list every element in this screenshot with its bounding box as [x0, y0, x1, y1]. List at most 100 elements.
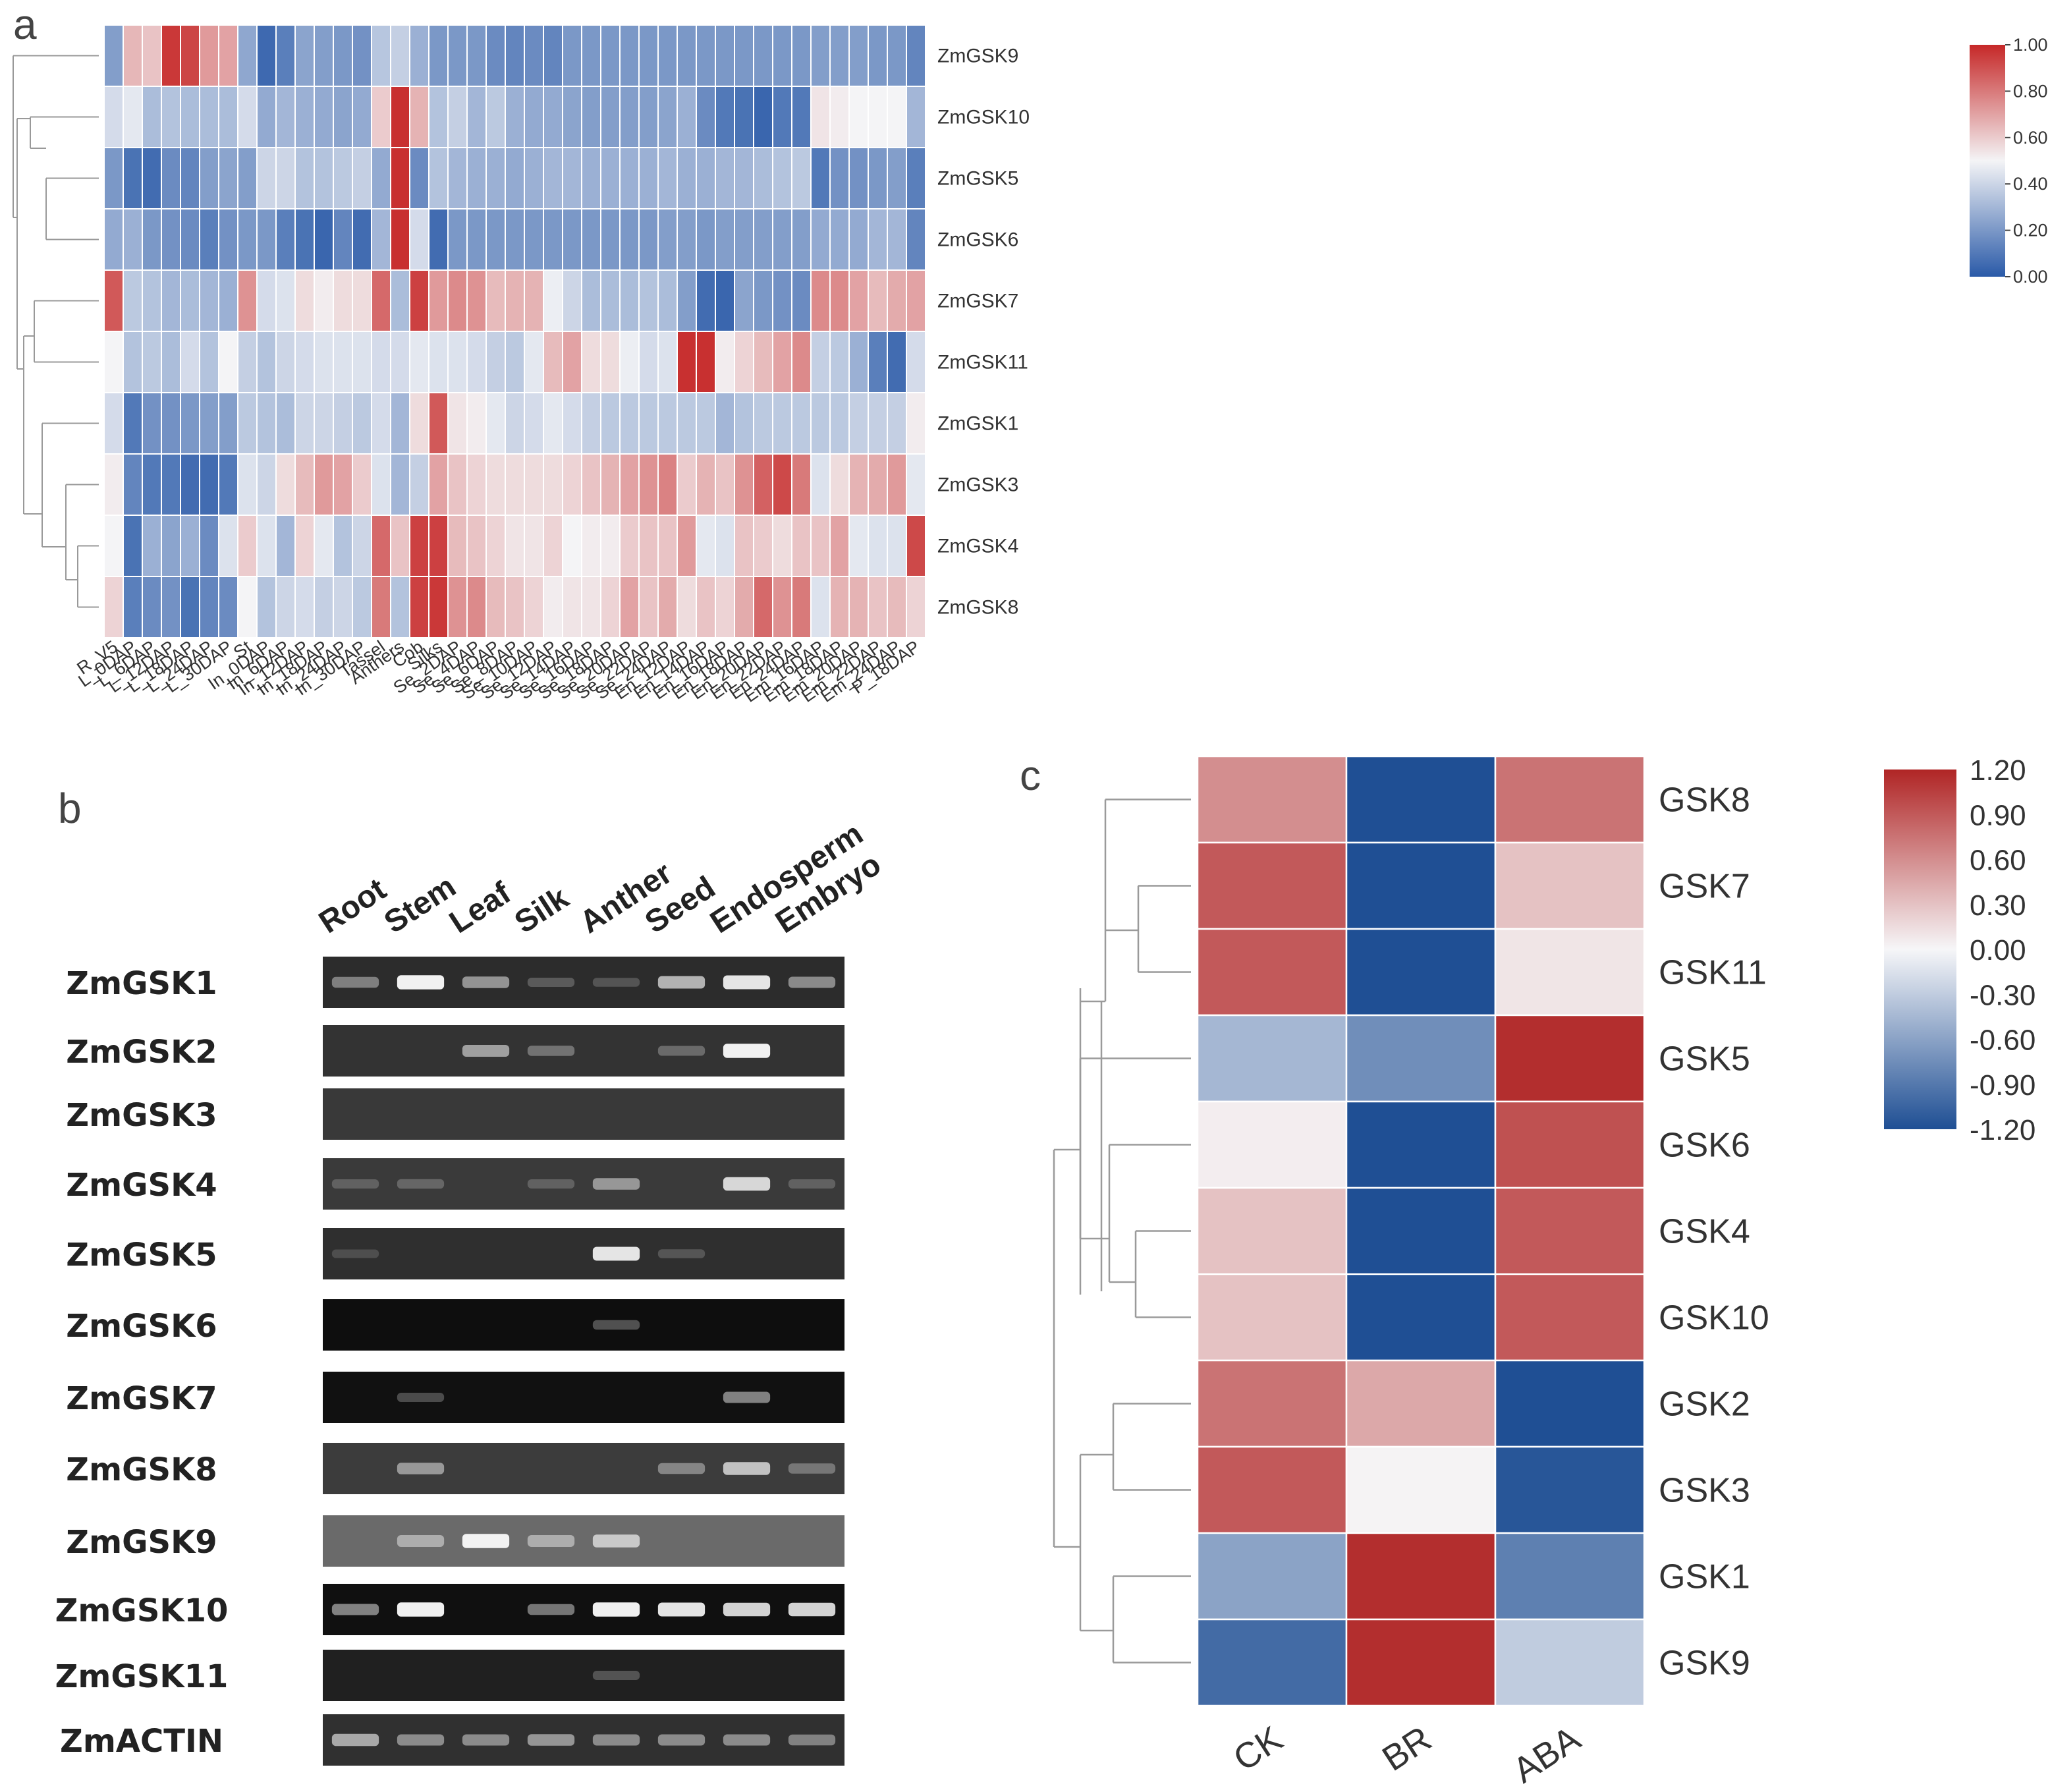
heatmap-a-cell — [524, 208, 544, 271]
heatmap-a-cell — [734, 147, 754, 210]
heatmap-a-cell — [294, 331, 315, 393]
gel-gene-label: ZmGSK8 — [66, 1451, 217, 1488]
heatmap-a-cell — [275, 576, 296, 638]
heatmap-a-cell — [543, 269, 563, 332]
heatmap-a-cell — [657, 515, 678, 577]
heatmap-a-cell — [906, 331, 926, 393]
gel-band — [723, 975, 771, 990]
heatmap-a-cell — [791, 331, 812, 393]
heatmap-a-cell — [218, 392, 238, 455]
heatmap-a-cell — [543, 392, 563, 455]
heatmap-c-cell — [1494, 1618, 1646, 1707]
heatmap-a-cell — [543, 515, 563, 577]
heatmap-a-cell — [619, 24, 640, 87]
heatmap-a-cell — [447, 208, 468, 271]
heatmap-a-cell — [275, 331, 296, 393]
gel-band — [788, 1463, 836, 1474]
heatmap-c-cell — [1196, 1187, 1348, 1275]
gel-band — [788, 1734, 836, 1746]
heatmap-a-cell — [848, 24, 869, 87]
heatmap-a-cell — [581, 392, 601, 455]
heatmap-a-row-label: ZmGSK10 — [937, 107, 1030, 128]
heatmap-a-cell — [810, 392, 831, 455]
colorbar-c-tick-label: -0.60 — [1970, 1024, 2035, 1057]
heatmap-a-cell — [123, 392, 143, 455]
heatmap-a-cell — [218, 269, 238, 332]
heatmap-c-cell — [1196, 1100, 1348, 1189]
heatmap-a-cell — [275, 147, 296, 210]
gel-gene-label: ZmGSK11 — [55, 1658, 229, 1695]
heatmap-a-cell — [314, 147, 334, 210]
heatmap-a-cell — [887, 331, 907, 393]
heatmap-a-cell — [619, 269, 640, 332]
heatmap-c-cell — [1494, 1359, 1646, 1448]
heatmap-a-row-label: ZmGSK4 — [937, 536, 1018, 557]
colorbar-a-tick-label: 0.80 — [2013, 81, 2048, 101]
heatmap-a-cell — [505, 86, 525, 148]
heatmap-panel-a: ZmGSK9 ZmGSK10 ZmGSK5 ZmGSK6 ZmGSK7 ZmGSK11 Zm… — [13, 24, 2048, 706]
heatmap-a-cell — [638, 269, 659, 332]
gel-band — [592, 978, 640, 987]
heatmap-a-cell — [753, 147, 773, 210]
heatmap-a-cell — [638, 86, 659, 148]
heatmap-a-cell — [256, 392, 277, 455]
heatmap-a-cell — [333, 24, 353, 87]
gel-band — [657, 976, 706, 989]
gel-band — [397, 1393, 445, 1402]
heatmap-a-cell — [657, 208, 678, 271]
heatmap-a-cell — [333, 392, 353, 455]
heatmap-a-cell — [505, 576, 525, 638]
heatmap-a-cell — [485, 576, 506, 638]
heatmap-a-cell — [218, 147, 238, 210]
heatmap-c-cell — [1494, 1100, 1646, 1189]
heatmap-a-cell — [657, 453, 678, 516]
heatmap-a-cell — [772, 331, 792, 393]
heatmap-a-cell — [466, 24, 487, 87]
heatmap-a-cell — [543, 86, 563, 148]
heatmap-a-cell — [237, 147, 258, 210]
heatmap-a-cell — [142, 331, 162, 393]
heatmap-a-cell — [734, 515, 754, 577]
heatmap-a-cell — [123, 147, 143, 210]
gel-band — [788, 976, 836, 988]
heatmap-a-cell — [485, 392, 506, 455]
heatmap-a-cell — [409, 147, 429, 210]
heatmap-a-cell — [447, 392, 468, 455]
heatmap-a-cell — [390, 392, 410, 455]
heatmap-a-cell — [103, 24, 124, 87]
heatmap-a-row-label: ZmGSK8 — [937, 597, 1018, 619]
heatmap-a-cell — [103, 576, 124, 638]
heatmap-a-cell — [600, 208, 621, 271]
gel-lane-label: Leaf — [443, 875, 517, 940]
heatmap-a-cell — [619, 86, 640, 148]
gel-band — [723, 1602, 771, 1617]
gel-lane-label: Root — [313, 872, 393, 940]
heatmap-a-cell — [600, 269, 621, 332]
heatmap-a-cell — [199, 392, 219, 455]
heatmap-a-cell — [142, 86, 162, 148]
heatmap-a-cell — [103, 208, 124, 271]
heatmap-a-cell — [906, 208, 926, 271]
heatmap-c-cell — [1494, 1187, 1646, 1275]
heatmap-a-cell — [887, 576, 907, 638]
heatmap-a-cell — [657, 392, 678, 455]
heatmap-a-cell — [237, 208, 258, 271]
heatmap-c-cell — [1196, 841, 1348, 930]
heatmap-a-cell — [314, 24, 334, 87]
heatmap-a-cell — [447, 453, 468, 516]
heatmap-a-cell — [791, 24, 812, 87]
gel-gene-label: ZmACTIN — [60, 1723, 223, 1760]
heatmap-a-cell — [428, 515, 449, 577]
heatmap-a-cell — [390, 515, 410, 577]
heatmap-a-cell — [677, 24, 697, 87]
colorbar-a — [1970, 45, 2005, 277]
heatmap-c-cell — [1345, 928, 1497, 1017]
heatmap-a-cell — [390, 208, 410, 271]
heatmap-a-cell — [600, 576, 621, 638]
heatmap-a-cell — [294, 515, 315, 577]
heatmap-a-cell — [772, 86, 792, 148]
gel-gene-label: ZmGSK3 — [66, 1097, 217, 1134]
panel-letter-c: c — [1020, 752, 1041, 799]
heatmap-a-cell — [294, 269, 315, 332]
